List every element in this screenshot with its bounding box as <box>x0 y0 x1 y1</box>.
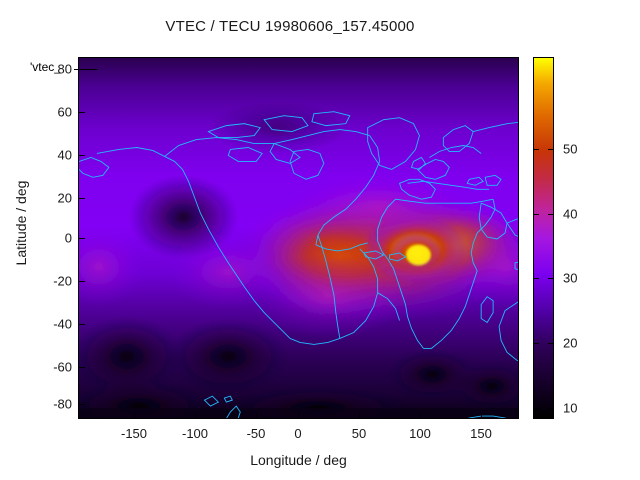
plot-key-entry: 'vtec_ <box>30 58 98 76</box>
y-tick-neg40: -40 <box>53 316 72 332</box>
x-tick-neg100: -100 <box>181 426 209 441</box>
plot-key-line <box>74 69 98 70</box>
y-tick-40: 40 <box>57 147 72 163</box>
y-tick-60: 60 <box>57 104 72 120</box>
coastline-overlay <box>79 111 518 418</box>
y-tick-20: 20 <box>57 190 72 206</box>
x-tick-neg50: -50 <box>246 426 266 441</box>
x-axis-label: Longitude / deg <box>250 452 347 468</box>
colorbar-tick-40: 40 <box>563 206 578 222</box>
heatmap-svg <box>79 58 518 418</box>
colorbar-tick-50: 50 <box>563 141 578 157</box>
colorbar-tick-20: 20 <box>563 335 578 351</box>
y-axis-label: Latitude / deg <box>13 180 29 266</box>
y-tick-80: 80 <box>57 61 72 77</box>
colorbar-ticklabels: 50 40 30 20 10 <box>533 57 633 419</box>
x-tick-0: 0 <box>294 426 302 441</box>
y-tick-neg80: -80 <box>53 396 72 412</box>
x-tick-neg150: -150 <box>120 426 148 441</box>
colorbar-gradient <box>534 58 553 418</box>
colorbar <box>533 57 554 419</box>
heatmap-canvas <box>79 58 518 418</box>
y-axis-ticklabels: 80 60 40 20 0 -20 -40 -60 -80 <box>26 0 72 480</box>
plot-key-label: 'vtec_ <box>30 60 61 74</box>
colorbar-tick-10: 10 <box>563 400 578 416</box>
y-tick-0: 0 <box>64 230 72 246</box>
x-tick-150: 150 <box>470 426 492 441</box>
x-axis-ticklabels: -150 -100 -50 0 50 100 150 <box>0 426 640 446</box>
heatmap-plot-area <box>78 57 519 419</box>
y-tick-neg60: -60 <box>53 359 72 375</box>
chart-title: VTEC / TECU 19980606_157.45000 <box>165 18 415 35</box>
x-tick-50: 50 <box>351 426 367 441</box>
y-tick-neg20: -20 <box>53 273 72 289</box>
x-tick-100: 100 <box>409 426 431 441</box>
colorbar-tick-30: 30 <box>563 270 578 286</box>
